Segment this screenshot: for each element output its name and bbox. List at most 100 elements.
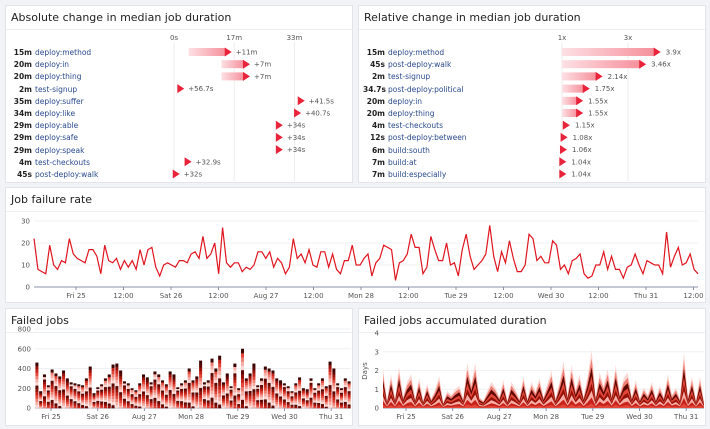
bar-segment (142, 400, 146, 404)
duration-value: 34.7s (363, 84, 386, 94)
bar-segment (122, 402, 126, 405)
duration-value: 29m (13, 133, 32, 143)
duration-value: 15m (366, 48, 385, 57)
job-link[interactable]: deploy:safe (35, 133, 78, 143)
bar-segment (39, 396, 43, 398)
job-link[interactable]: deploy:speak (35, 145, 85, 155)
bar-segment (309, 378, 313, 381)
bar-segment (58, 392, 62, 395)
bar-segment (214, 388, 218, 392)
job-link[interactable]: deploy:in (388, 96, 423, 106)
bar-segment (142, 384, 146, 387)
list-item: 45s post-deploy:walk (363, 59, 451, 71)
job-link[interactable]: deploy:thing (35, 72, 82, 82)
bar-segment (275, 386, 279, 390)
bar-segment (313, 391, 317, 393)
bar-segment (267, 391, 271, 395)
job-link[interactable]: deploy:in (35, 60, 70, 70)
bar-segment (233, 401, 237, 406)
job-link[interactable]: build:especially (388, 170, 447, 179)
job-link[interactable]: test-signup (388, 72, 431, 82)
job-link[interactable]: post-deploy:walk (35, 170, 99, 179)
bar-segment (195, 405, 199, 409)
job-link[interactable]: build:south (388, 145, 430, 155)
job-link[interactable]: deploy:like (35, 109, 76, 118)
bar-segment (256, 406, 260, 409)
bar-segment (122, 381, 126, 384)
bar-segment (62, 405, 66, 409)
job-link[interactable]: post-deploy:between (388, 133, 467, 143)
bar-segment (267, 374, 271, 378)
bar-segment (294, 393, 298, 396)
bar-segment (88, 369, 92, 373)
bar-segment (229, 389, 233, 392)
bar-segment (81, 398, 85, 401)
list-item: 12s post-deploy:between (363, 132, 467, 144)
bar-segment (199, 360, 203, 365)
job-link[interactable]: deploy:suffer (35, 96, 84, 106)
job-link[interactable]: deploy:method (388, 48, 445, 57)
bar-segment (54, 403, 58, 406)
bar-segment (65, 399, 69, 402)
bar-segment (183, 400, 187, 403)
job-link[interactable]: deploy:thing (388, 109, 435, 118)
job-link[interactable]: build:at (388, 157, 417, 167)
bar-segment (221, 398, 225, 401)
bar-segment (187, 374, 191, 378)
bar-segment (111, 370, 115, 375)
area-layer (383, 383, 704, 408)
job-link[interactable]: post-deploy:walk (388, 60, 452, 70)
job-link[interactable]: deploy:method (35, 48, 92, 57)
bar-segment (305, 391, 309, 394)
bar-segment (294, 388, 298, 391)
job-link[interactable]: post-deploy:political (388, 84, 464, 94)
bar-segment (282, 388, 286, 391)
bar-segment (187, 388, 191, 392)
bar-segment (248, 373, 252, 377)
bar-segment (157, 405, 161, 409)
job-link[interactable]: test-signup (35, 84, 78, 94)
bar-segment (92, 397, 96, 399)
bar-segment (233, 388, 237, 393)
bar-segment (92, 394, 96, 396)
bar-segment (324, 395, 328, 398)
bar-segment (320, 393, 324, 396)
bar-segment (62, 378, 66, 382)
bar-segment (142, 386, 146, 390)
bar-segment (214, 405, 218, 409)
bar-segment (298, 405, 302, 409)
bar-segment (119, 399, 123, 403)
bar-segment (149, 393, 153, 396)
job-link[interactable]: deploy:able (35, 121, 79, 131)
job-link[interactable]: test-checkouts (388, 121, 443, 131)
bar-segment (240, 374, 244, 379)
change-label: 3.46x (651, 61, 671, 69)
bar-segment (149, 385, 153, 389)
bar-segment (290, 405, 294, 408)
duration-value: 20m (13, 60, 32, 70)
bar-segment (65, 401, 69, 405)
bar-segment (126, 388, 130, 391)
bar-segment (309, 393, 313, 396)
bar-segment (35, 395, 39, 399)
bar-segment (298, 381, 302, 385)
bar-segment (46, 390, 50, 393)
bar-segment (138, 402, 142, 405)
bar-segment (100, 389, 104, 392)
bar-segment (328, 388, 332, 392)
bar-segment (305, 394, 309, 397)
bar-segment (240, 403, 244, 409)
bar-segment (149, 389, 153, 392)
bar-segment (153, 381, 157, 385)
bar-segment (96, 387, 100, 390)
bar-segment (256, 386, 260, 389)
bar-segment (324, 392, 328, 395)
bar-segment (126, 397, 130, 400)
bar-segment (202, 382, 206, 385)
bar-segment (84, 378, 88, 381)
job-link[interactable]: test-checkouts (35, 157, 90, 167)
bar-segment (225, 373, 229, 377)
bar-segment (328, 404, 332, 409)
bar-segment (237, 393, 241, 396)
bar-segment (96, 403, 100, 406)
